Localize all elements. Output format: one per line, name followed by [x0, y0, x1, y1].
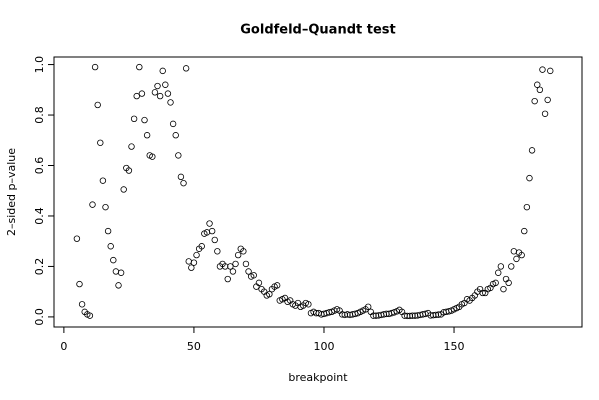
point: [104, 227, 112, 235]
x-tick-label: 100: [313, 340, 334, 353]
point: [250, 272, 257, 279]
y-tick-label: 0.2: [33, 258, 46, 276]
point: [536, 86, 544, 94]
point: [240, 248, 247, 255]
point: [435, 311, 442, 318]
y-tick-label: 0.4: [33, 207, 46, 225]
point: [242, 260, 250, 268]
point: [99, 177, 107, 184]
point: [143, 132, 151, 139]
point: [273, 282, 281, 289]
point: [232, 260, 239, 268]
point: [97, 139, 104, 146]
point: [224, 275, 231, 283]
x-axis-label: breakpoint: [288, 371, 348, 384]
point: [120, 186, 127, 193]
point: [227, 263, 234, 270]
point: [175, 152, 182, 159]
point: [255, 279, 263, 287]
point: [534, 81, 541, 88]
point: [162, 81, 169, 88]
point: [531, 97, 538, 105]
point: [149, 153, 156, 160]
point: [539, 66, 546, 73]
point: [172, 132, 179, 139]
point: [518, 251, 525, 259]
point: [151, 89, 159, 96]
point: [154, 82, 161, 90]
point: [544, 96, 551, 104]
point: [479, 289, 486, 297]
point: [138, 90, 146, 97]
point: [541, 110, 549, 117]
plot-frame: [53, 56, 583, 328]
point: [185, 258, 192, 265]
point: [76, 280, 83, 288]
point: [128, 143, 135, 150]
point: [245, 268, 252, 275]
point: [206, 220, 213, 227]
point: [180, 179, 187, 187]
y-tick-label: 0.6: [33, 157, 46, 175]
point: [505, 279, 512, 287]
point: [510, 248, 518, 255]
point: [234, 251, 242, 259]
point: [141, 116, 148, 124]
point: [102, 203, 109, 211]
point: [198, 243, 205, 250]
y-axis-label: 2–sided p–value: [5, 148, 18, 236]
x-tick-label: 50: [187, 340, 201, 353]
point: [208, 227, 216, 235]
point: [211, 236, 218, 244]
point: [188, 264, 195, 271]
point: [169, 120, 177, 128]
point: [136, 63, 143, 71]
point: [495, 269, 502, 276]
point: [497, 263, 505, 270]
point: [73, 235, 81, 242]
point: [229, 268, 237, 275]
point: [193, 251, 200, 259]
point: [115, 282, 122, 289]
point: [86, 312, 94, 319]
point: [130, 115, 138, 123]
point: [125, 167, 133, 174]
point: [110, 256, 117, 264]
point: [159, 67, 166, 75]
point: [513, 255, 520, 263]
point: [78, 301, 86, 308]
y-tick-label: 0.8: [33, 106, 46, 124]
point: [164, 90, 172, 97]
point: [107, 243, 114, 250]
x-tick-label: 0: [60, 340, 67, 353]
point: [156, 92, 164, 100]
point: [492, 279, 499, 287]
point: [133, 92, 140, 100]
chart-title: Goldfeld–Quandt test: [240, 23, 395, 38]
point: [94, 101, 101, 109]
point: [547, 67, 554, 75]
point: [500, 285, 507, 293]
point: [190, 259, 198, 266]
x-tick-label: 150: [444, 340, 465, 353]
point: [508, 263, 515, 270]
point: [528, 147, 536, 154]
point: [91, 63, 99, 71]
point: [526, 174, 533, 182]
point: [89, 201, 96, 208]
y-tick-label: 0.0: [33, 308, 46, 326]
point: [521, 227, 528, 235]
point: [523, 203, 531, 211]
point: [364, 303, 372, 311]
point: [112, 268, 120, 275]
point: [167, 99, 174, 106]
point: [214, 248, 221, 255]
y-tick-label: 1.0: [33, 56, 46, 74]
point: [305, 301, 312, 308]
point: [266, 290, 273, 298]
point: [177, 173, 185, 181]
point: [182, 65, 190, 72]
point: [117, 269, 125, 276]
